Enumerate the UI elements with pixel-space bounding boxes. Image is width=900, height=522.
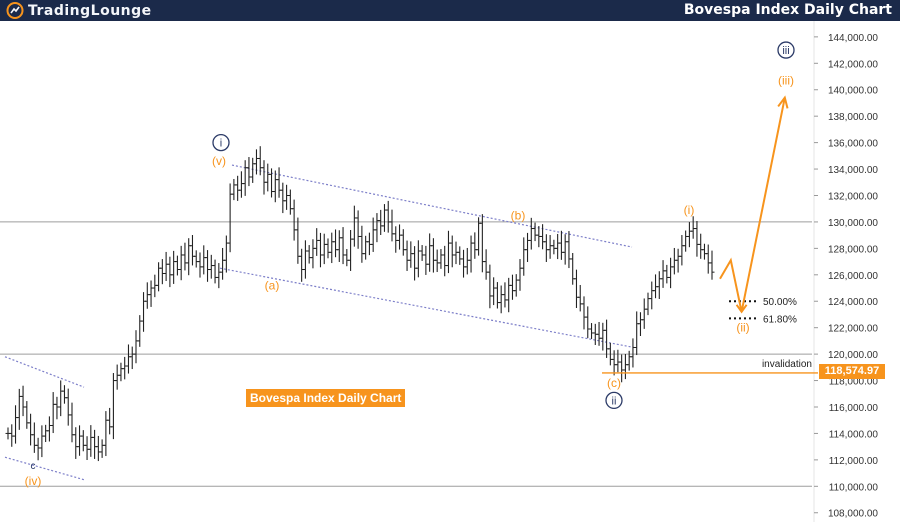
y-tick-label: 128,000.00 (828, 244, 878, 255)
channel-line (219, 267, 635, 349)
y-tick-label: 138,000.00 (828, 112, 878, 123)
wave-label: i (220, 138, 222, 150)
channel-line (4, 356, 85, 388)
channel-line (4, 456, 85, 481)
y-tick-label: 116,000.00 (829, 403, 879, 414)
price-chart: 144,000.00 142,000.00 140,000.00 138,000.00… (0, 21, 879, 522)
wave-label: c (31, 461, 36, 472)
chart-caption: Bovespa Index Daily Chart (246, 389, 406, 407)
wave-label-circle (605, 391, 623, 410)
wave-label: (b) (511, 208, 526, 222)
y-tick-label: 108,000.00 (828, 509, 878, 520)
wave-label: (ii) (736, 321, 749, 335)
y-tick-label: 118,000.00 (829, 377, 879, 388)
wave-label-circle (777, 41, 795, 59)
y-tick-label: 110,000.00 (829, 482, 879, 493)
projection-dip-arrowhead (735, 304, 748, 314)
header-bar: TradingLounge Bovespa Index Daily Chart (0, 0, 900, 21)
fib-level-label: 50.00% (763, 297, 797, 308)
logo-icon (6, 2, 24, 19)
wave-label: iii (782, 45, 789, 57)
wave-label-circle (212, 133, 230, 152)
y-tick-label: 114,000.00 (829, 429, 879, 440)
y-tick-label: 136,000.00 (828, 139, 878, 150)
wave-label: (iii) (778, 73, 794, 87)
wave-label: (iv) (25, 474, 42, 488)
y-tick-label: 144,000.00 (828, 33, 878, 44)
y-tick-label: 124,000.00 (828, 297, 878, 308)
invalidation-price-tag: 118,574.97 (819, 364, 885, 379)
wave-label: (c) (607, 376, 621, 390)
wave-label: ii (612, 395, 617, 407)
y-tick-label: 130,000.00 (828, 218, 878, 229)
invalidation-label: invalidation (762, 359, 812, 370)
y-tick-label: 140,000.00 (828, 86, 878, 97)
page-title: Bovespa Index Daily Chart (683, 2, 892, 18)
y-tick-label: 126,000.00 (828, 271, 878, 282)
fib-level-label: 61.80% (763, 314, 797, 325)
y-tick-label: 122,000.00 (828, 324, 878, 335)
y-tick-label: 112,000.00 (829, 456, 879, 467)
wave-label: (a) (265, 278, 280, 292)
y-tick-label: 132,000.00 (828, 191, 878, 202)
y-tick-label: 134,000.00 (828, 165, 878, 176)
y-tick-label: 120,000.00 (828, 350, 878, 361)
tradinglounge-logo: TradingLounge (6, 2, 152, 19)
wave-label: (i) (684, 203, 695, 217)
projection-path (719, 97, 786, 313)
y-tick-label: 142,000.00 (828, 59, 878, 70)
projection-arrowhead (777, 95, 789, 109)
wave-label: (v) (212, 154, 226, 168)
logo-text: TradingLounge (28, 2, 152, 19)
channel-line (231, 164, 633, 248)
